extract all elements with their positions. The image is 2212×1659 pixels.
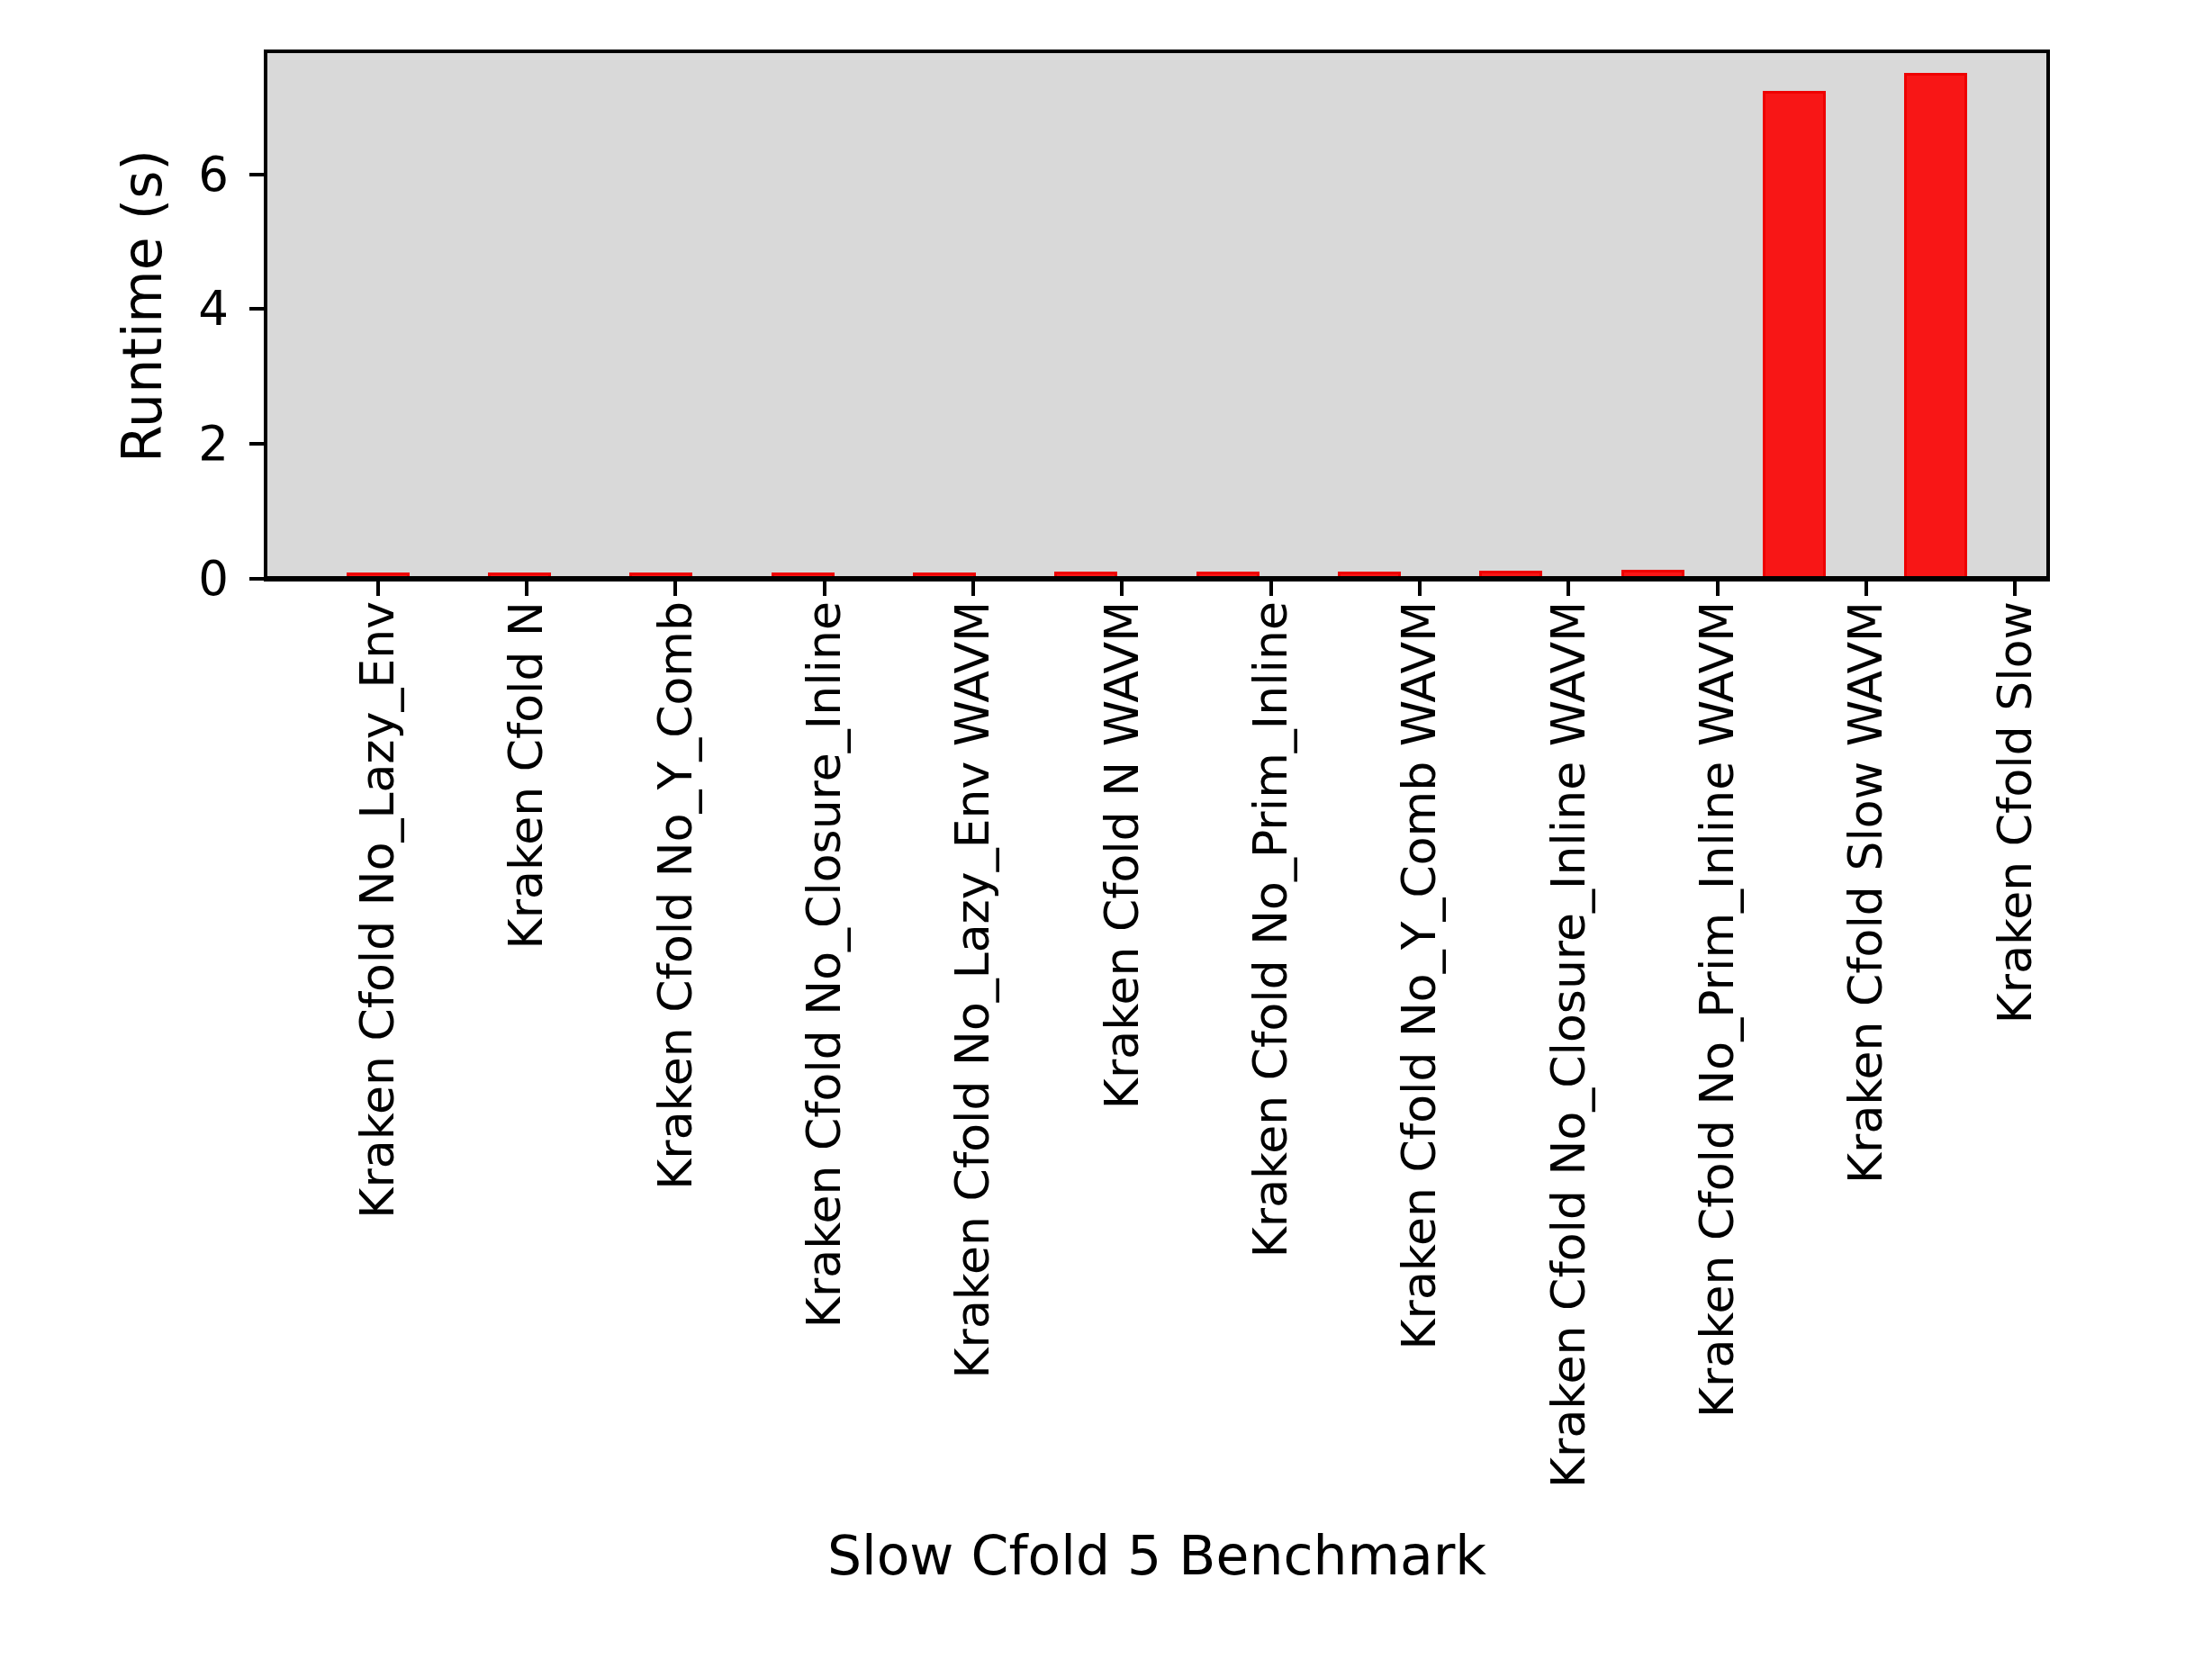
x-tick-mark: [2013, 582, 2017, 596]
bar-slot: [1582, 53, 1723, 576]
x-tick-mark: [525, 582, 528, 596]
x-tick-mark: [673, 582, 677, 596]
x-tick-label-3: Kraken Cfold No_Closure_Inline: [799, 601, 850, 1328]
x-tick-label-10: Kraken Cfold Slow WAVM: [1840, 601, 1891, 1184]
x-tick-slot: [452, 582, 600, 598]
bar-6: [1196, 572, 1259, 576]
y-tick-mark: [249, 577, 264, 581]
bar-slot: [732, 53, 873, 576]
x-label-slot: Kraken Cfold No_Prim_Inline WAVM: [1643, 601, 1792, 1488]
bar-1: [488, 573, 551, 576]
x-tick-mark: [971, 582, 975, 596]
bar-slot: [448, 53, 590, 576]
bar-slot: [873, 53, 1015, 576]
x-tick-slot: [303, 582, 452, 598]
y-tick-label: 0: [0, 550, 229, 608]
y-tick-label: 6: [0, 146, 229, 203]
x-tick-label-2: Kraken Cfold No_Y_Comb: [650, 601, 701, 1190]
x-label-slot: Kraken Cfold No_Closure_Inline: [750, 601, 898, 1488]
bar-slot: [591, 53, 732, 576]
x-tick-label-1: Kraken Cfold N: [501, 601, 552, 949]
x-tick-slot: [898, 582, 1047, 598]
x-tick-mark: [823, 582, 826, 596]
y-tick-mark: [249, 173, 264, 176]
x-label-slot: Kraken Cfold No_Lazy_Env WAVM: [898, 601, 1047, 1488]
bar-9: [1621, 570, 1684, 576]
x-tick-slot: [601, 582, 750, 598]
bar-3: [772, 573, 835, 576]
x-label-slot: Kraken Cfold Slow: [1941, 601, 2090, 1488]
x-tick-slot: [1048, 582, 1196, 598]
x-label-slot: Kraken Cfold No_Lazy_Env: [303, 601, 452, 1488]
x-tick-label-6: Kraken Cfold No_Prim_Inline: [1245, 601, 1296, 1258]
x-label-slot: Kraken Cfold N WAVM: [1048, 601, 1196, 1488]
plot-area: [264, 50, 2050, 582]
bar-slot: [1157, 53, 1298, 576]
bar-slot: [1298, 53, 1440, 576]
bar-8: [1479, 571, 1542, 576]
bar-slot: [1865, 53, 2007, 576]
bar-2: [629, 573, 692, 576]
x-tick-slot: [1196, 582, 1345, 598]
x-tick-label-5: Kraken Cfold N WAVM: [1097, 601, 1148, 1109]
y-tick-label: 4: [0, 280, 229, 338]
y-tick-mark: [249, 307, 264, 311]
x-tick-mark: [1566, 582, 1570, 596]
y-tick-label: 2: [0, 415, 229, 473]
x-tick-slot: [750, 582, 898, 598]
x-axis-labels: Kraken Cfold No_Lazy_Env Kraken Cfold N Kr…: [264, 601, 2129, 1488]
x-label-slot: Kraken Cfold No_Y_Comb WAVM: [1345, 601, 1494, 1488]
x-label-slot: Kraken Cfold No_Y_Comb: [601, 601, 750, 1488]
bar-slot: [1016, 53, 1157, 576]
x-tick-slot: [1941, 582, 2090, 598]
bar-chart-figure: Runtime (s) 0246 Kraken Cfold No_Lazy_En…: [0, 0, 2212, 1659]
x-label-slot: Kraken Cfold No_Prim_Inline: [1196, 601, 1345, 1488]
x-tick-label-8: Kraken Cfold No_Closure_Inline WAVM: [1543, 601, 1594, 1488]
bar-slot: [307, 53, 448, 576]
bar-4: [913, 573, 976, 576]
bar-0: [347, 573, 410, 576]
x-axis-title: Slow Cfold 5 Benchmark: [264, 1528, 2050, 1582]
x-tick-mark: [1120, 582, 1124, 596]
x-tick-label-9: Kraken Cfold No_Prim_Inline WAVM: [1692, 601, 1743, 1418]
x-label-slot: Kraken Cfold N: [452, 601, 600, 1488]
x-tick-slot: [1494, 582, 1643, 598]
bar-slot: [1723, 53, 1864, 576]
x-tick-slot: [1345, 582, 1494, 598]
x-label-slot: Kraken Cfold No_Closure_Inline WAVM: [1494, 601, 1643, 1488]
bar-7: [1338, 572, 1401, 576]
x-tick-mark: [1864, 582, 1868, 596]
x-tick-label-0: Kraken Cfold No_Lazy_Env: [352, 601, 403, 1219]
bar-11: [1904, 73, 1967, 576]
y-tick-mark: [249, 442, 264, 446]
x-tick-slot: [1643, 582, 1792, 598]
x-label-slot: Kraken Cfold Slow WAVM: [1792, 601, 1940, 1488]
x-tick-mark: [1716, 582, 1720, 596]
x-tick-mark: [376, 582, 380, 596]
x-axis-ticks: [264, 582, 2129, 598]
x-tick-label-7: Kraken Cfold No_Y_Comb WAVM: [1394, 601, 1445, 1350]
x-tick-slot: [1792, 582, 1940, 598]
bar-slot: [1440, 53, 1582, 576]
bars-container: [267, 53, 2046, 576]
x-tick-mark: [1418, 582, 1422, 596]
x-tick-mark: [1269, 582, 1273, 596]
x-tick-label-11: Kraken Cfold Slow: [1990, 601, 2041, 1023]
bar-5: [1054, 572, 1117, 576]
x-tick-label-4: Kraken Cfold No_Lazy_Env WAVM: [947, 601, 998, 1378]
bar-10: [1763, 91, 1826, 576]
